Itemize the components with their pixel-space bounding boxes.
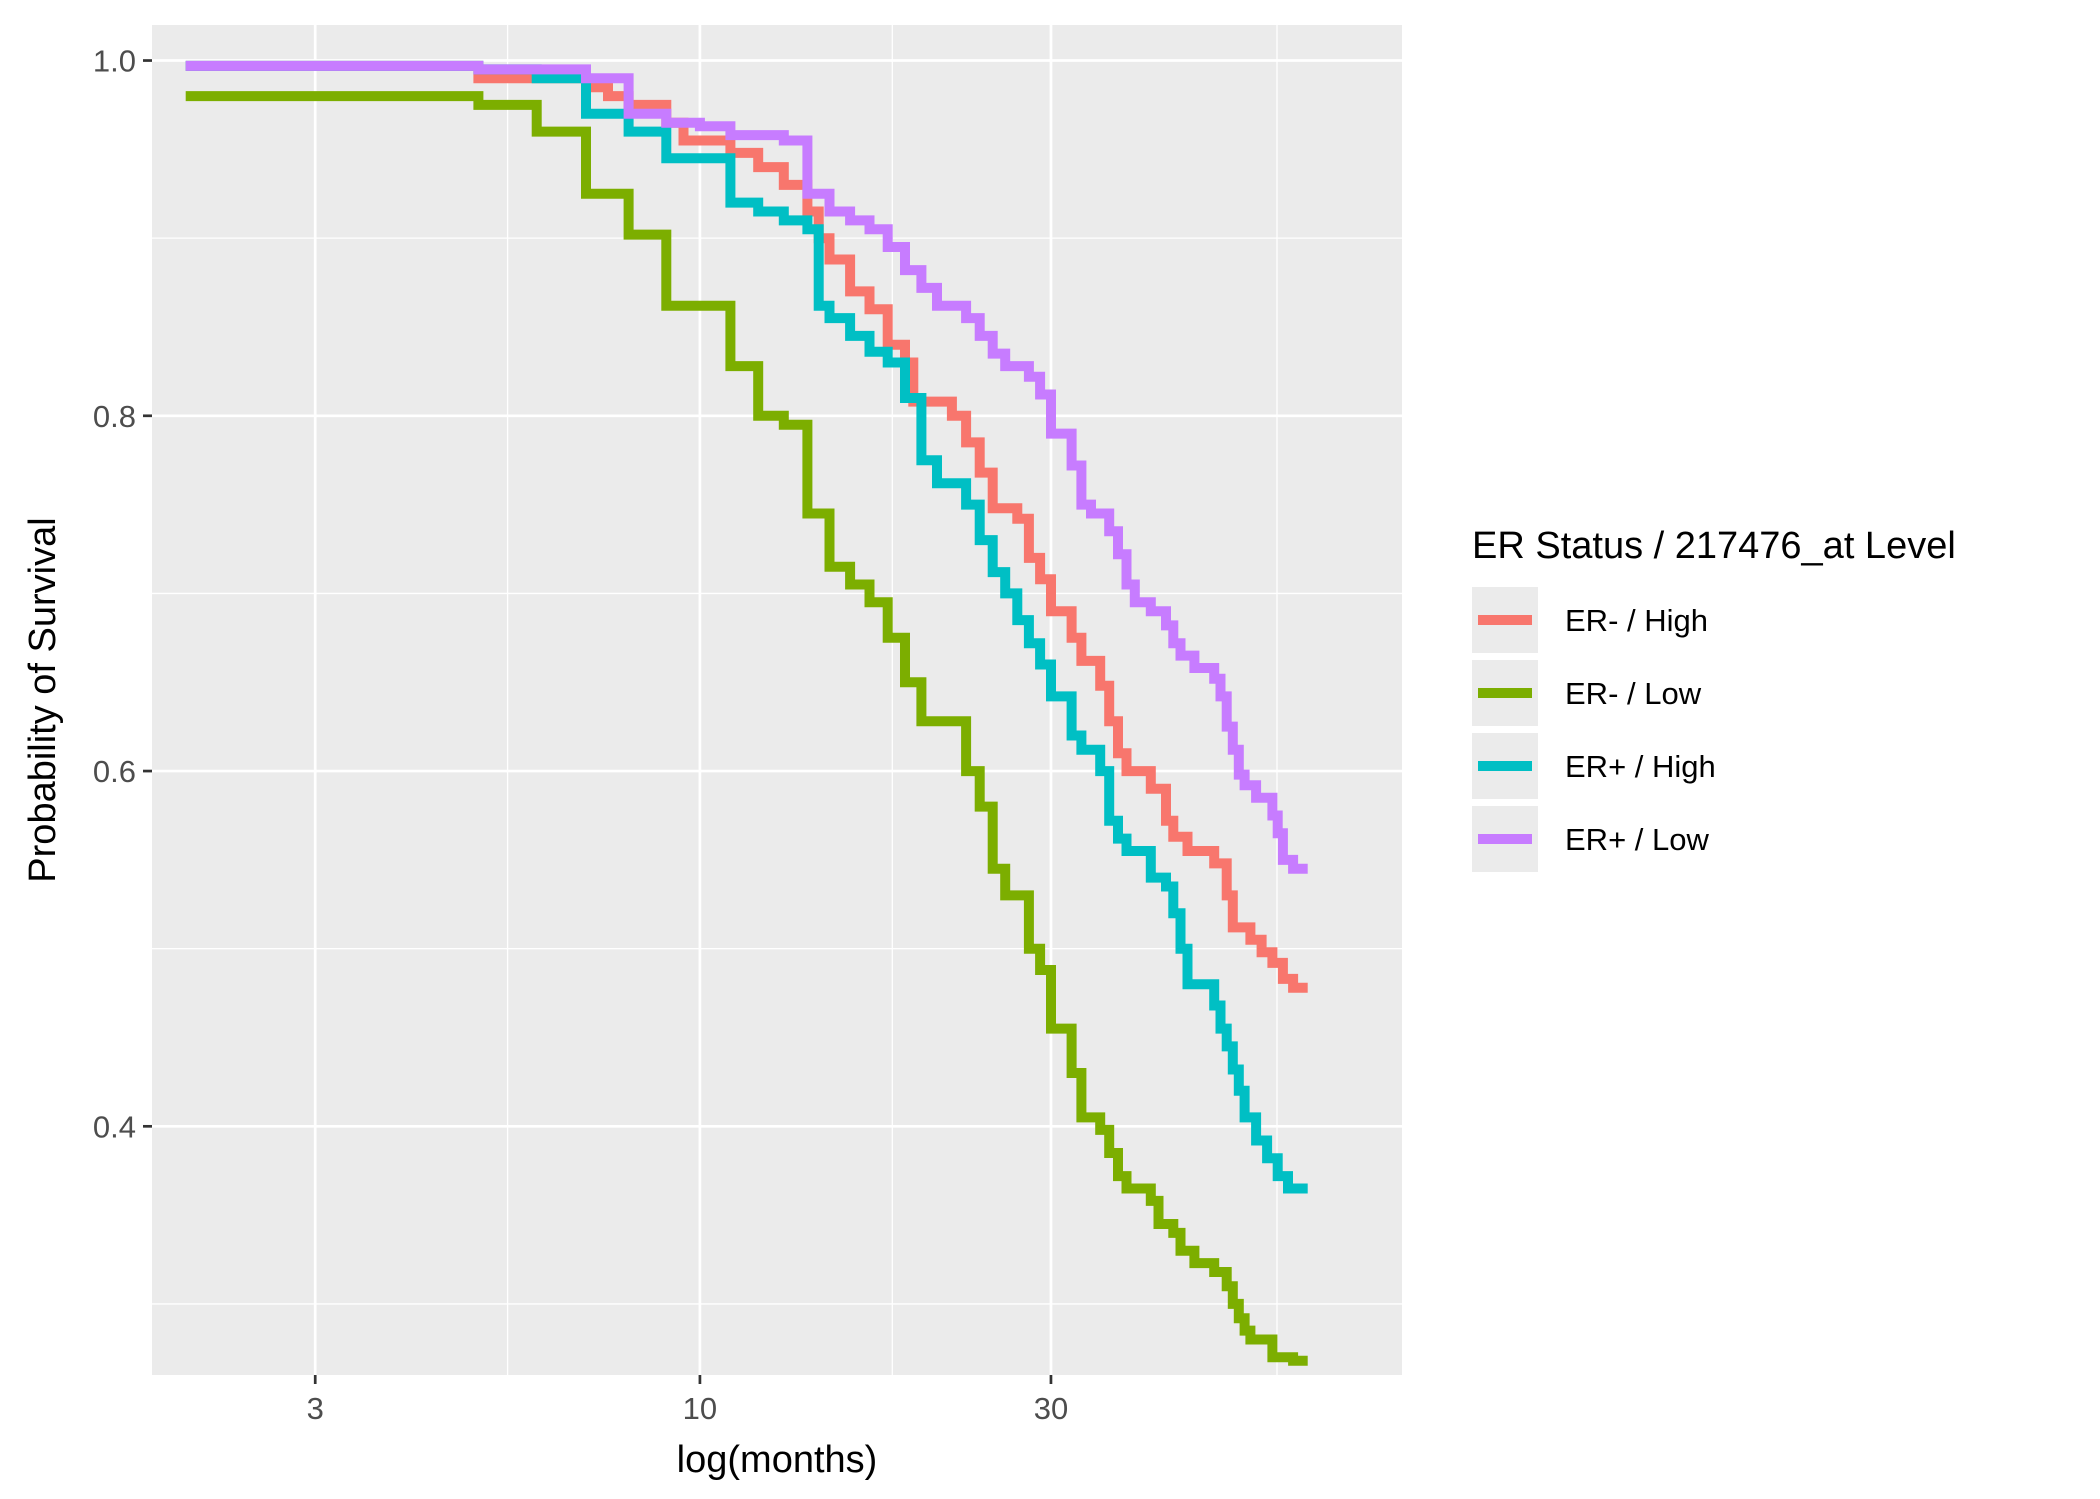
legend-keys: ER- / High ER- / Low ER+ / High ER+ / Low xyxy=(1472,587,1716,872)
legend: ER Status / 217476_at Level ER- / HighER… xyxy=(1472,525,1956,872)
x-axis-ticks: 3 10 30 xyxy=(307,1375,1068,1426)
legend-label-0: ER- / High xyxy=(1565,603,1708,638)
legend-title: ER Status / 217476_at Level xyxy=(1472,525,1956,567)
series-line-2 xyxy=(185,60,1308,1194)
y-axis-ticks: 0.4 0.6 0.8 1.0 xyxy=(93,44,152,1144)
x-axis-title: log(months) xyxy=(677,1439,878,1481)
y-axis-title: Probability of Survival xyxy=(22,517,64,882)
series-line-1 xyxy=(185,91,1308,1366)
legend-label-3: ER+ / Low xyxy=(1565,822,1709,857)
x-tick-label-1: 10 xyxy=(683,1391,717,1426)
x-tick-label-2: 30 xyxy=(1034,1391,1068,1426)
legend-label-2: ER+ / High xyxy=(1565,749,1716,784)
y-tick-label-0: 0.4 xyxy=(93,1109,136,1144)
y-tick-label-1: 0.6 xyxy=(93,754,136,789)
plot-panel xyxy=(152,25,1402,1375)
x-tick-label-0: 3 xyxy=(307,1391,324,1426)
y-tick-label-2: 0.8 xyxy=(93,399,136,434)
legend-label-1: ER- / Low xyxy=(1565,676,1702,711)
y-tick-label-3: 1.0 xyxy=(93,44,136,79)
series-line-3 xyxy=(185,60,1308,874)
series-lines xyxy=(185,60,1308,1366)
series-line-0 xyxy=(185,60,1308,993)
